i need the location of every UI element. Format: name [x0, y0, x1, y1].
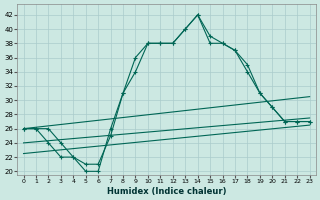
X-axis label: Humidex (Indice chaleur): Humidex (Indice chaleur): [107, 187, 226, 196]
